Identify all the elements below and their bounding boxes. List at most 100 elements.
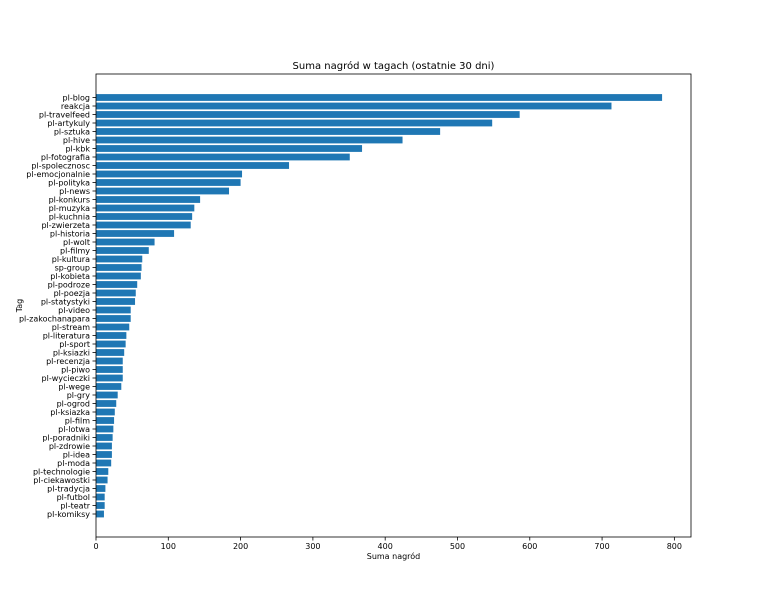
- bar-pl-sztuka: [96, 128, 441, 135]
- bar-pl-teatr: [96, 502, 105, 509]
- y-tick-label: pl-filmy: [60, 247, 90, 256]
- y-tick-label: pl-statystyki: [41, 298, 90, 307]
- bar-pl-travelfeed: [96, 111, 520, 118]
- bar-pl-zdrowie: [96, 442, 112, 450]
- y-tick-label: pl-ogrod: [57, 400, 90, 409]
- bar-sp-group: [96, 264, 142, 271]
- bar-pl-stream: [96, 323, 130, 331]
- bar-pl-zwierzeta: [96, 221, 191, 229]
- y-tick-label: pl-emocjonalnie: [26, 170, 90, 179]
- y-tick-label: pl-spolecznosc: [31, 162, 90, 171]
- bar-pl-kbk: [96, 145, 363, 152]
- y-tick-label: pl-kuchnia: [49, 213, 90, 222]
- x-tick-label: 800: [667, 542, 682, 551]
- bar-pl-wolt: [96, 238, 155, 246]
- bar-reakcja: [96, 102, 612, 110]
- bar-pl-ksiazka: [96, 408, 115, 416]
- y-tick-label: pl-stream: [52, 323, 90, 332]
- y-tick-label: pl-idea: [63, 451, 90, 460]
- y-tick-label: pl-sztuka: [54, 128, 90, 137]
- bar-pl-ciekawostki: [96, 476, 108, 484]
- bar-pl-blog: [96, 94, 663, 101]
- bar-pl-moda: [96, 459, 112, 467]
- bar-pl-literatura: [96, 332, 127, 339]
- x-axis-label: Suma nagród: [367, 551, 421, 561]
- y-tick-label: pl-kobieta: [50, 272, 90, 281]
- bar-pl-piwo: [96, 366, 123, 373]
- bar-pl-spolecznosc: [96, 162, 290, 169]
- bar-pl-news: [96, 187, 230, 195]
- bars-group: [96, 94, 663, 518]
- y-tick-label: pl-sport: [59, 340, 90, 349]
- y-tick-label: pl-wolt: [63, 238, 90, 247]
- y-tick-label: pl-poezja: [54, 289, 91, 298]
- y-tick-label: pl-travelfeed: [39, 111, 90, 120]
- y-tick-label: pl-konkurs: [49, 196, 90, 205]
- y-tick-label: pl-poradniki: [42, 434, 90, 443]
- bar-pl-sport: [96, 340, 126, 348]
- y-tick-label: pl-blog: [63, 94, 90, 103]
- y-tick-label: pl-gry: [67, 391, 91, 400]
- bar-pl-muzyka: [96, 204, 195, 212]
- y-tick-label: pl-podroze: [48, 281, 90, 290]
- y-tick-label: pl-ksiazki: [53, 349, 90, 358]
- chart-title: Suma nagród w tagach (ostatnie 30 dni): [293, 60, 495, 72]
- y-tick-label: sp-group: [55, 264, 90, 273]
- bar-pl-wycieczki: [96, 374, 123, 382]
- bar-pl-video: [96, 306, 131, 314]
- bar-pl-lotwa: [96, 425, 114, 433]
- y-tick-label: pl-artykuly: [47, 119, 90, 128]
- bar-pl-kultura: [96, 255, 143, 263]
- y-tick-label: pl-komiksy: [47, 510, 90, 519]
- bar-pl-poezja: [96, 289, 136, 297]
- y-tick-label: pl-wycieczki: [42, 374, 90, 383]
- bar-pl-idea: [96, 451, 112, 458]
- bar-pl-konkurs: [96, 196, 201, 203]
- y-tick-label: pl-news: [59, 187, 90, 196]
- y-axis-label: Tag: [15, 299, 24, 314]
- bar-pl-filmy: [96, 247, 149, 254]
- y-tick-label: pl-polityka: [48, 179, 90, 188]
- y-tick-label: pl-ciekawostki: [33, 476, 90, 485]
- bar-pl-futbol: [96, 493, 105, 501]
- y-tick-label: pl-teatr: [60, 502, 90, 511]
- y-tick-label: pl-tradycja: [47, 485, 90, 494]
- x-ticks-group: 0 100 200 300 400 500 600 700 800: [93, 537, 682, 551]
- x-tick-label: 200: [233, 542, 248, 551]
- bar-pl-film: [96, 417, 115, 424]
- y-ticks-group: pl-blogreakcjapl-travelfeedpl-artykulypl…: [19, 94, 96, 519]
- x-tick-label: 500: [450, 542, 465, 551]
- bar-pl-technologie: [96, 468, 109, 475]
- y-tick-label: pl-recenzja: [46, 357, 90, 366]
- bar-pl-podroze: [96, 281, 138, 288]
- y-tick-label: pl-fotografia: [41, 153, 90, 162]
- x-tick-label: 100: [161, 542, 176, 551]
- y-tick-label: pl-film: [65, 417, 90, 426]
- y-tick-label: pl-literatura: [43, 332, 90, 341]
- x-tick-label: 600: [522, 542, 537, 551]
- bar-pl-gry: [96, 391, 118, 399]
- bar-pl-poradniki: [96, 434, 113, 441]
- bar-pl-zakochanapara: [96, 315, 131, 322]
- bar-pl-artykuly: [96, 119, 493, 127]
- y-tick-label: pl-wege: [58, 383, 90, 392]
- y-tick-label: pl-futbol: [57, 493, 90, 502]
- y-tick-label: pl-piwo: [61, 366, 90, 375]
- y-tick-label: pl-moda: [57, 459, 90, 468]
- bar-pl-ogrod: [96, 400, 117, 407]
- y-tick-label: pl-historia: [50, 230, 90, 239]
- x-tick-label: 0: [93, 542, 98, 551]
- bar-pl-ksiazki: [96, 349, 125, 356]
- y-tick-label: reakcja: [61, 102, 90, 111]
- bar-pl-wege: [96, 383, 122, 390]
- plot-frame: [95, 73, 692, 538]
- bar-pl-recenzja: [96, 357, 123, 365]
- y-tick-label: pl-zdrowie: [49, 442, 90, 451]
- bar-pl-komiksy: [96, 510, 104, 518]
- bar-pl-polityka: [96, 179, 241, 186]
- y-tick-label: pl-technologie: [33, 468, 90, 477]
- y-tick-label: pl-kultura: [52, 255, 90, 264]
- bar-pl-kuchnia: [96, 213, 193, 220]
- y-tick-label: pl-hive: [63, 136, 90, 145]
